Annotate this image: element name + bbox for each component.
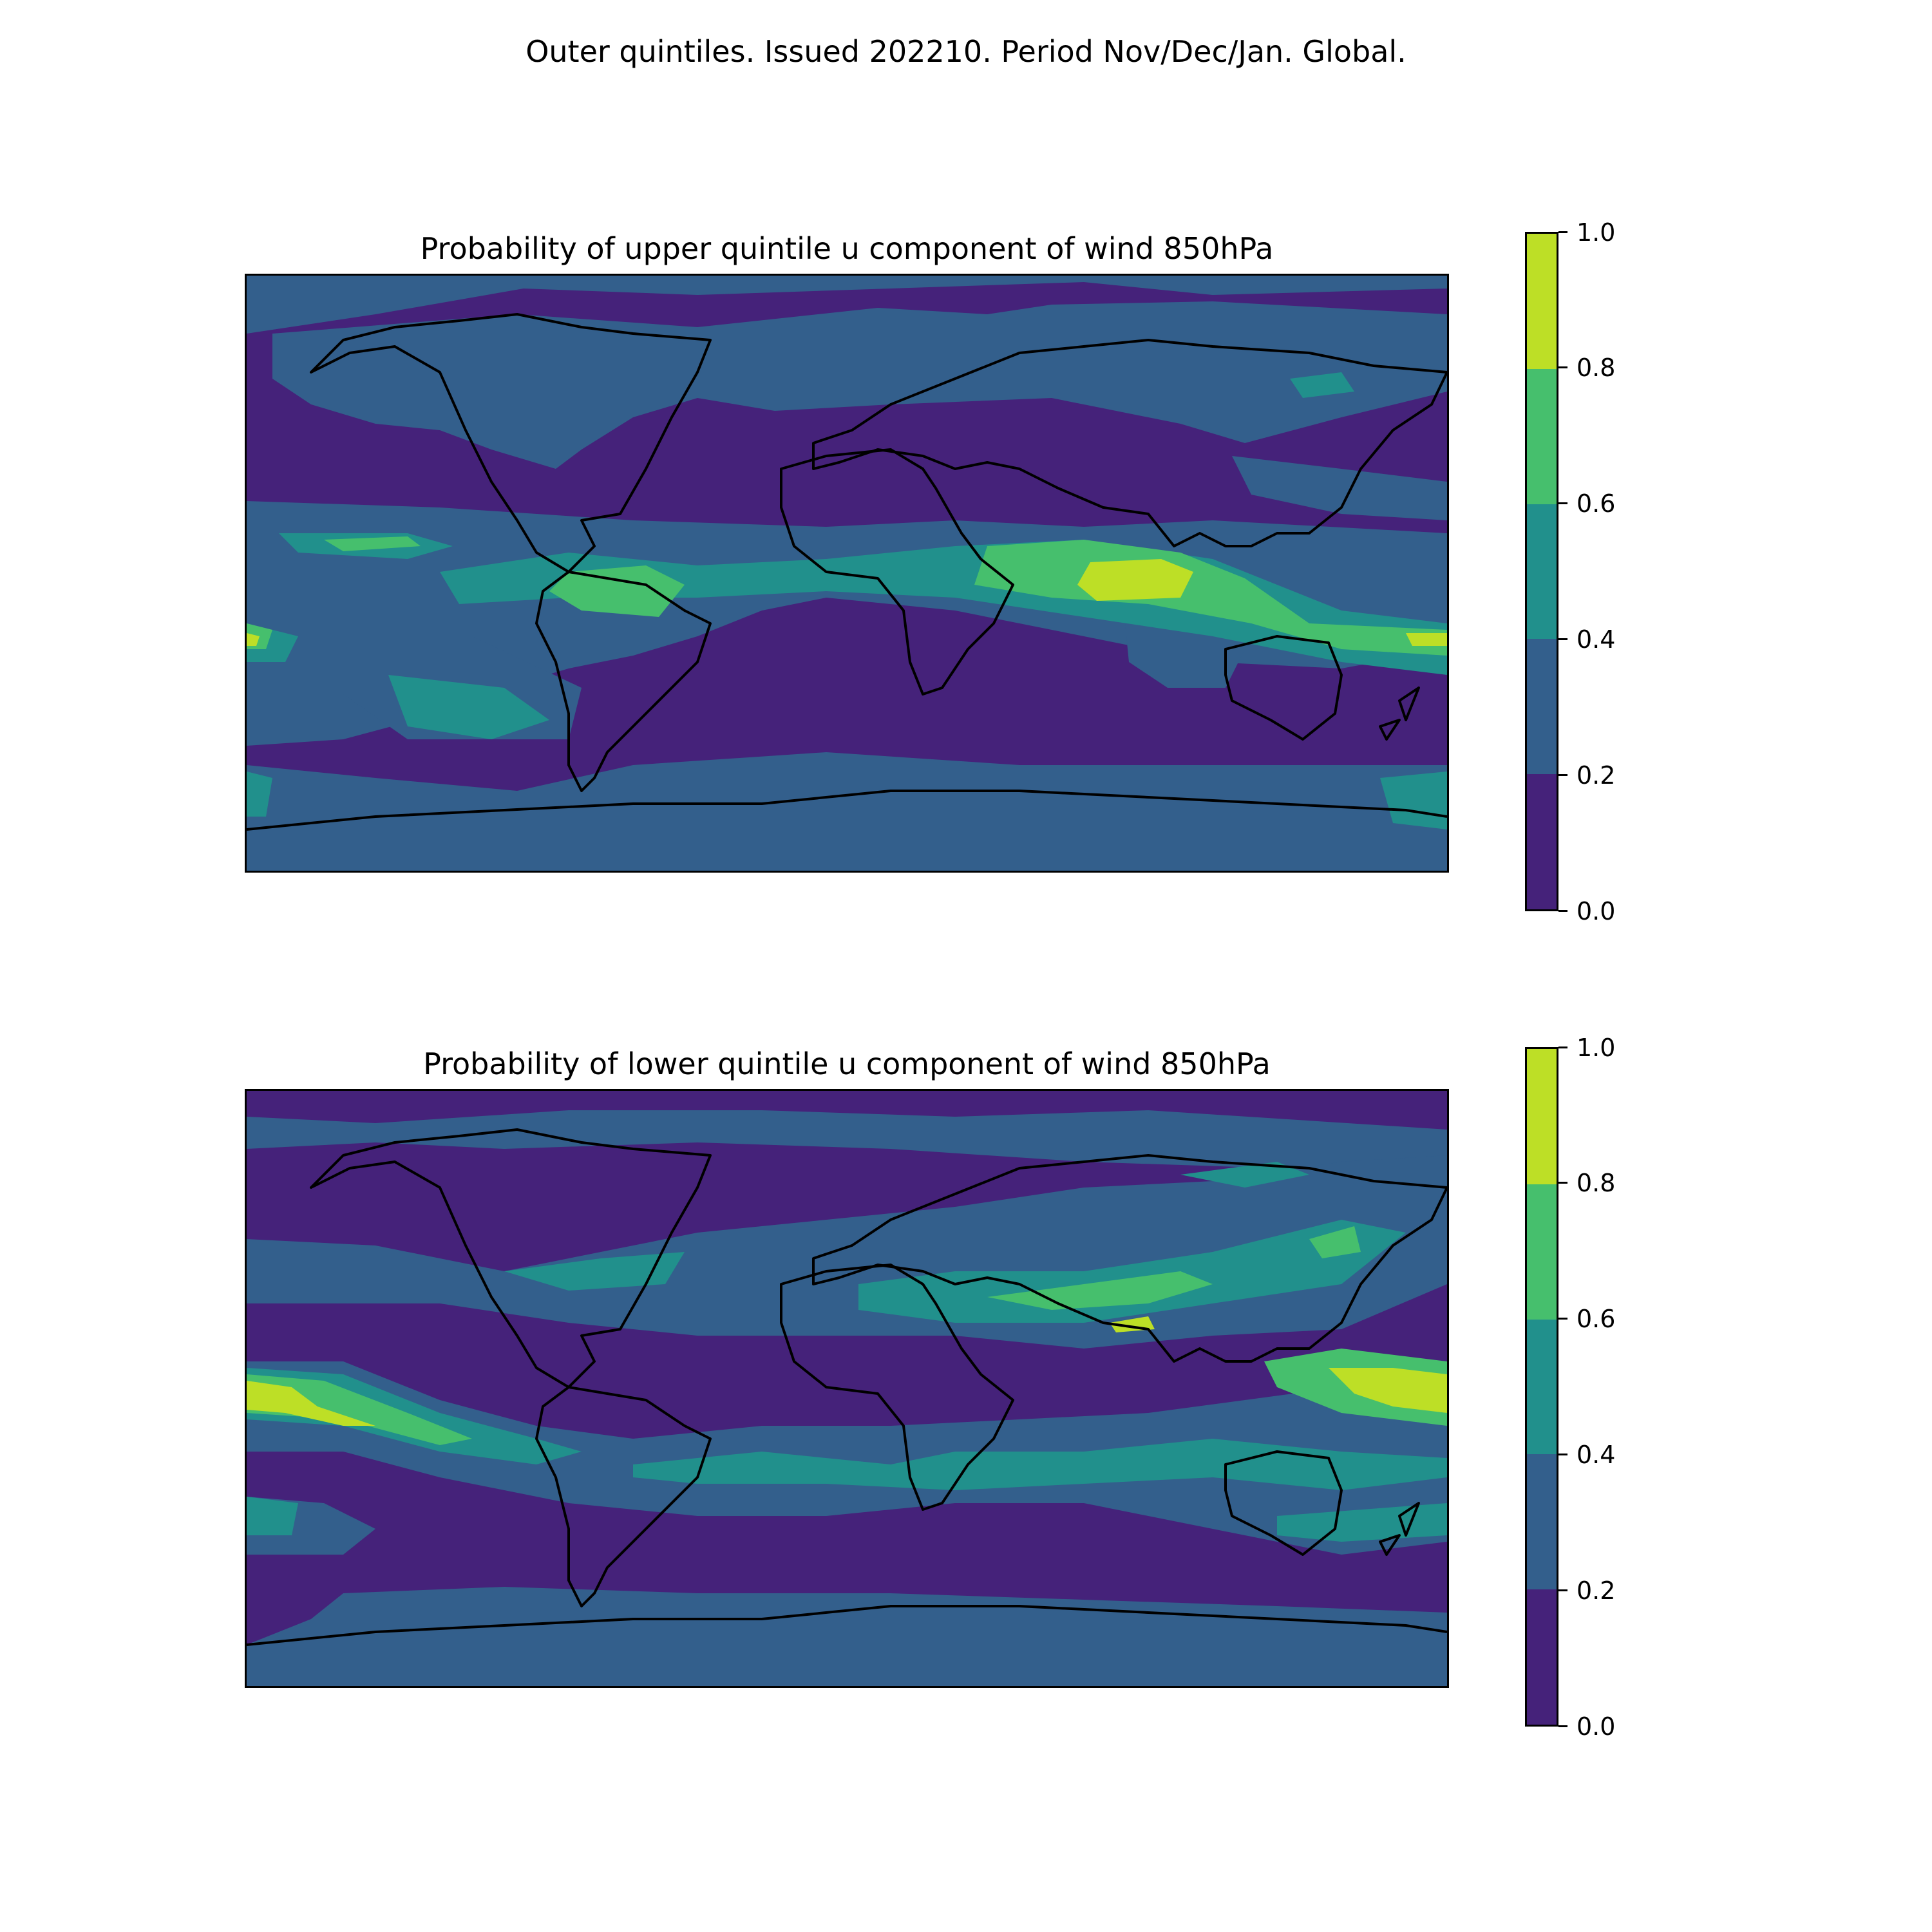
contour-fill-0.8-1.0 [247,1316,1447,1426]
colorbar-tick-label: 0.8 [1577,354,1616,382]
panel-title-lower: Probability of lower quintile u componen… [423,1046,1271,1081]
colorbar-tick-label: 0.6 [1577,489,1616,518]
coastlines [247,1128,1447,1646]
contour-fill-0.8-1.0 [247,559,1447,646]
colorbar-tick-label: 0.2 [1577,761,1616,790]
colorbar-seg-0.2-0.4 [1527,1454,1557,1590]
colorbar-tick-label: 0.4 [1577,1441,1616,1469]
colorbar-tick-label: 0.2 [1577,1577,1616,1605]
world-map-upper [247,276,1447,871]
colorbar-tick-label: 0.0 [1577,897,1616,925]
colorbar-seg-0.8-1.0 [1527,1049,1557,1184]
colorbar-tick-label: 0.0 [1577,1712,1616,1741]
colorbar-tick-label: 0.8 [1577,1169,1616,1197]
colorbar-tick-label: 1.0 [1577,218,1616,247]
panel-title-upper: Probability of upper quintile u componen… [420,231,1274,266]
map-upper-quintile [245,274,1449,873]
colorbar-tick-label: 0.6 [1577,1305,1616,1333]
colorbar-seg-0.8-1.0 [1527,234,1557,369]
colorbar-seg-0.4-0.6 [1527,504,1557,639]
contour-fill-0.2-0.4 [247,1110,1447,1686]
colorbar-seg-0.2-0.4 [1527,639,1557,775]
colorbar-lower [1525,1047,1558,1727]
colorbar-upper [1525,232,1558,911]
colorbar-seg-0.6-0.8 [1527,368,1557,504]
map-lower-quintile [245,1089,1449,1688]
world-map-lower [247,1110,1447,1686]
figure-suptitle: Outer quintiles. Issued 202210. Period N… [526,34,1406,69]
colorbar-seg-0.6-0.8 [1527,1184,1557,1320]
colorbar-tick-label: 1.0 [1577,1034,1616,1062]
colorbar-seg-0.0-0.2 [1527,774,1557,909]
colorbar-seg-0.4-0.6 [1527,1319,1557,1455]
colorbar-seg-0.0-0.2 [1527,1589,1557,1725]
colorbar-tick-label: 0.4 [1577,625,1616,654]
coastlines [247,313,1447,831]
